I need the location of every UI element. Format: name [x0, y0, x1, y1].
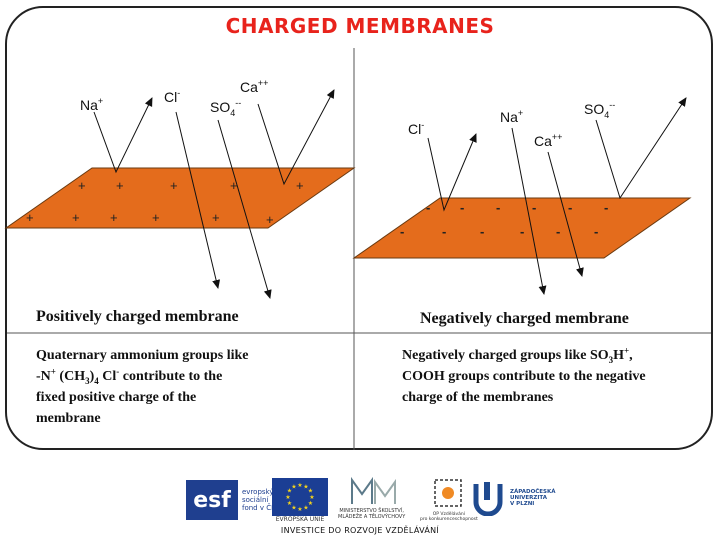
charge-symbol: +: [170, 178, 178, 193]
svg-text:★: ★: [297, 506, 302, 513]
desc-line: COOH groups contribute to the negative: [402, 369, 646, 384]
desc-line: charge of the membranes: [402, 390, 554, 405]
eu-logo: ★ ★ ★ ★ ★ ★ ★ ★ ★ ★ ★ ★ EVROPSKÁ UNIE: [272, 478, 328, 523]
charge-symbol: +: [266, 212, 274, 227]
desc-line: Quaternary ammonium groups like: [36, 348, 249, 363]
charge-symbol: +: [152, 210, 160, 225]
zcu-logo: ZÁPADOČESKÁ UNIVERZITA V PLZNI: [472, 480, 556, 516]
svg-text:★: ★: [308, 500, 313, 507]
charge-symbol: -: [460, 200, 464, 215]
na-pass-arrow: [511, 127, 547, 295]
desc-line: -N+ (CH3)4 Cl- contribute to the: [36, 366, 223, 386]
positive-membrane-description: Quaternary ammonium groups like -N+ (CH3…: [36, 345, 336, 429]
negative-membrane: [352, 197, 692, 259]
esf-logo: esf evropský sociální fond v ČR: [186, 480, 276, 520]
svg-text:★: ★: [303, 505, 308, 512]
charge-symbol: -: [480, 224, 484, 239]
slide-title: CHARGED MEMBRANES: [225, 14, 495, 38]
ion-label-ca: Ca++: [534, 132, 562, 149]
positive-membrane: [4, 167, 356, 229]
ca-reflect-arrow: [257, 89, 335, 186]
charge-symbol: -: [400, 224, 404, 239]
esf-text: evropský sociální fond v ČR: [242, 488, 276, 512]
op-icon: [434, 479, 462, 507]
op-logo: OP Vzdělávání pro konkurenceschopnost: [420, 476, 478, 522]
esf-mark: esf: [186, 480, 238, 520]
eu-flag-icon: ★ ★ ★ ★ ★ ★ ★ ★ ★ ★ ★ ★: [272, 478, 328, 516]
so4-pass-arrow: [217, 119, 272, 299]
cl-pass-arrow: [175, 111, 221, 289]
ca-pass-arrow: [547, 151, 584, 277]
charge-symbol: -: [556, 224, 560, 239]
svg-text:★: ★: [309, 494, 314, 501]
ion-label-cl: Cl-: [408, 120, 424, 137]
zcu-icon: [473, 482, 503, 516]
svg-text:★: ★: [291, 484, 296, 491]
charge-symbol: +: [78, 178, 86, 193]
charge-symbol: -: [594, 224, 598, 239]
charge-symbol: +: [212, 210, 220, 225]
ion-label-na: Na+: [80, 96, 103, 113]
positive-membrane-caption: Positively charged membrane: [36, 308, 239, 325]
negative-membrane-caption: Negatively charged membrane: [420, 310, 629, 327]
desc-line: membrane: [36, 411, 101, 426]
charge-symbol: +: [116, 178, 124, 193]
svg-text:★: ★: [308, 488, 313, 495]
svg-text:★: ★: [285, 494, 290, 501]
ion-label-na: Na+: [500, 108, 523, 125]
ion-label-cl: Cl-: [164, 88, 180, 105]
desc-line: fixed positive charge of the: [36, 390, 197, 405]
eu-label: EVROPSKÁ UNIE: [275, 516, 325, 523]
charge-symbol: -: [532, 200, 536, 215]
charge-symbol: -: [604, 200, 608, 215]
charge-symbol: +: [230, 178, 238, 193]
svg-text:★: ★: [291, 505, 296, 512]
charge-symbol: +: [72, 210, 80, 225]
negative-charges: - - - - - - - - - - - -: [400, 200, 608, 239]
ion-label-so4: SO4--: [584, 100, 615, 120]
footer-logos: esf evropský sociální fond v ČR ★ ★ ★ ★ ★ ★ …: [0, 470, 720, 540]
charge-symbol: -: [442, 224, 446, 239]
membrane-diagram: + + + + + + + + + + + Na+ Cl- SO4-- Ca++…: [4, 48, 711, 450]
charge-symbol: +: [296, 178, 304, 193]
ion-label-ca: Ca++: [240, 78, 268, 95]
negative-membrane-description: Negatively charged groups like SO3H+, CO…: [402, 345, 708, 408]
charge-symbol: -: [568, 200, 572, 215]
svg-text:★: ★: [297, 482, 302, 489]
op-label: OP Vzdělávání pro konkurenceschopnost: [420, 512, 478, 522]
msmt-logo: MINISTERSTVO ŠKOLSTVÍ, MLÁDEŽE A TĚLOVÝC…: [338, 476, 405, 520]
footer-tagline: INVESTICE DO ROZVOJE VZDĚLÁVÁNÍ: [280, 526, 440, 535]
svg-text:★: ★: [303, 484, 308, 491]
charge-symbol: -: [426, 200, 430, 215]
svg-text:★: ★: [287, 488, 292, 495]
cl-reflect-arrow: [427, 133, 477, 212]
charge-symbol: +: [26, 210, 34, 225]
ion-label-so4: SO4--: [210, 98, 241, 118]
charge-symbol: -: [520, 224, 524, 239]
positive-charges: + + + + + + + + + + +: [26, 178, 304, 227]
so4-reflect-arrow: [595, 97, 687, 200]
msmt-label: MINISTERSTVO ŠKOLSTVÍ, MLÁDEŽE A TĚLOVÝC…: [338, 508, 406, 520]
desc-line: Negatively charged groups like SO3H+,: [402, 345, 633, 365]
charge-symbol: -: [496, 200, 500, 215]
na-reflect-arrow: [93, 97, 153, 174]
zcu-label: ZÁPADOČESKÁ UNIVERZITA V PLZNI: [510, 489, 556, 507]
charge-symbol: +: [110, 210, 118, 225]
msmt-icon: [350, 476, 396, 504]
svg-text:★: ★: [287, 500, 292, 507]
